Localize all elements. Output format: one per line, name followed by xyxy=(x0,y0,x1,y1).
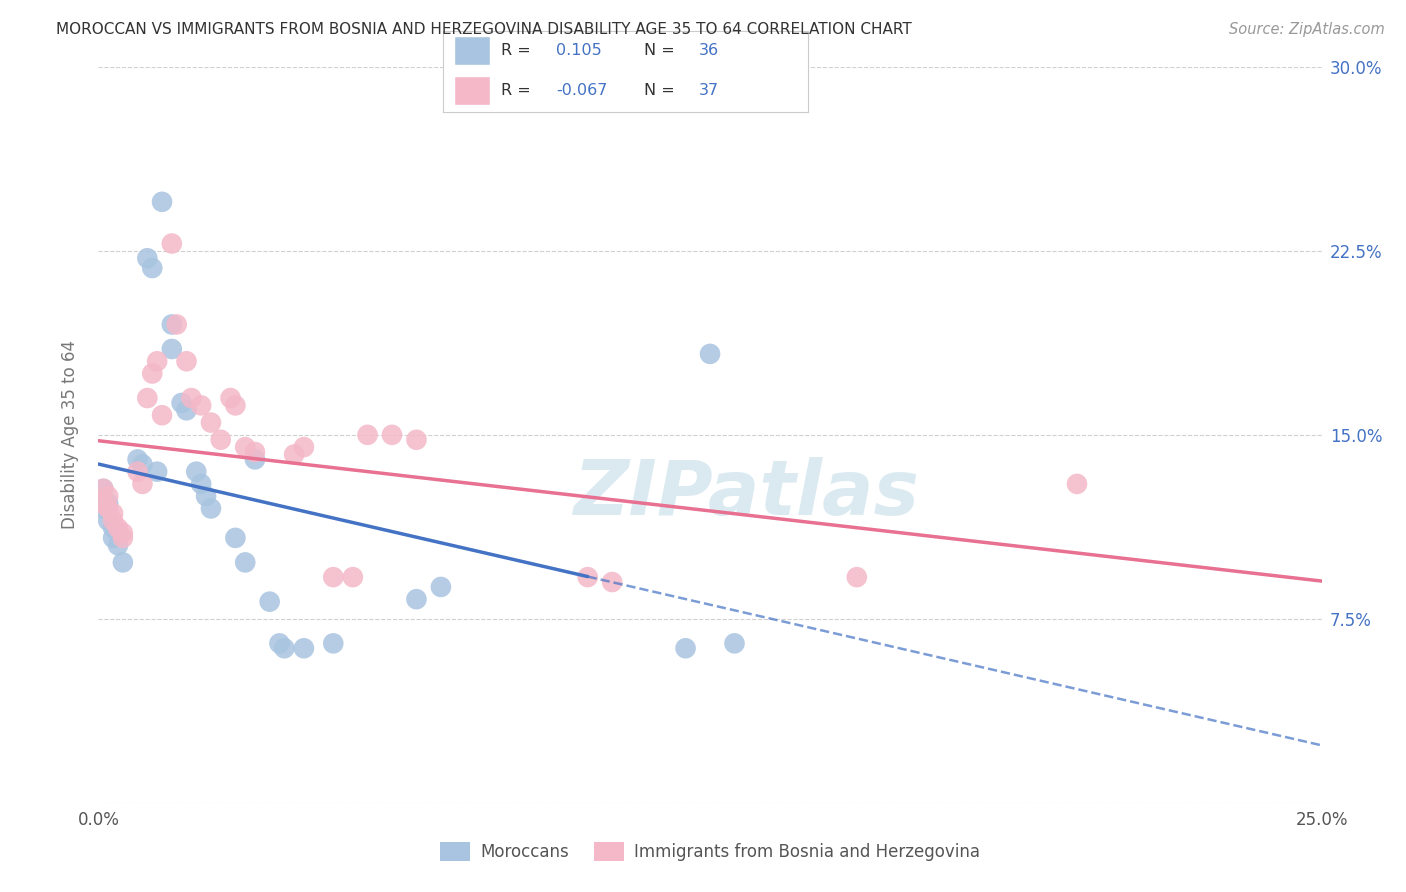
Text: R =: R = xyxy=(502,43,531,58)
Point xyxy=(91,496,114,510)
Point xyxy=(283,448,305,462)
Point xyxy=(723,636,745,650)
Point xyxy=(127,452,149,467)
Point xyxy=(600,574,623,589)
Point xyxy=(91,482,114,496)
Point xyxy=(101,521,124,535)
Point xyxy=(176,403,198,417)
Point xyxy=(224,398,246,412)
Point xyxy=(91,501,114,516)
Point xyxy=(166,318,188,332)
Point xyxy=(699,347,721,361)
Point xyxy=(146,465,169,479)
Point xyxy=(322,636,344,650)
Point xyxy=(292,641,315,656)
Point xyxy=(131,457,153,471)
Point xyxy=(160,236,183,251)
Text: N =: N = xyxy=(644,43,675,58)
Point xyxy=(160,318,183,332)
Point xyxy=(292,440,315,454)
Point xyxy=(405,592,427,607)
Point xyxy=(845,570,868,584)
Point xyxy=(200,501,222,516)
Text: 36: 36 xyxy=(699,43,718,58)
Point xyxy=(111,525,134,540)
Legend: Moroccans, Immigrants from Bosnia and Herzegovina: Moroccans, Immigrants from Bosnia and He… xyxy=(433,836,987,868)
Point xyxy=(150,408,173,422)
Text: ZIPatlas: ZIPatlas xyxy=(574,457,920,531)
Point xyxy=(131,476,153,491)
Point xyxy=(170,396,193,410)
FancyBboxPatch shape xyxy=(454,76,491,105)
Point xyxy=(576,570,599,584)
Point xyxy=(111,555,134,569)
Text: Source: ZipAtlas.com: Source: ZipAtlas.com xyxy=(1229,22,1385,37)
Point xyxy=(233,555,256,569)
Point xyxy=(273,641,295,656)
Point xyxy=(224,531,246,545)
Text: 37: 37 xyxy=(699,83,718,98)
Point xyxy=(322,570,344,584)
Point xyxy=(243,452,266,467)
Text: 0.105: 0.105 xyxy=(557,43,602,58)
Point xyxy=(219,391,242,405)
Point xyxy=(269,636,291,650)
Point xyxy=(342,570,364,584)
Text: R =: R = xyxy=(502,83,531,98)
Point xyxy=(430,580,453,594)
Point xyxy=(101,514,124,528)
Point xyxy=(101,531,124,545)
Text: MOROCCAN VS IMMIGRANTS FROM BOSNIA AND HERZEGOVINA DISABILITY AGE 35 TO 64 CORRE: MOROCCAN VS IMMIGRANTS FROM BOSNIA AND H… xyxy=(56,22,912,37)
Point xyxy=(97,496,120,510)
Point xyxy=(259,594,281,608)
Point xyxy=(200,416,222,430)
Point xyxy=(176,354,198,368)
Point xyxy=(381,427,404,442)
Point xyxy=(141,367,163,381)
Point xyxy=(195,489,218,503)
Point xyxy=(107,525,129,540)
Point xyxy=(190,476,212,491)
Point xyxy=(209,433,232,447)
FancyBboxPatch shape xyxy=(454,36,491,65)
Point xyxy=(107,538,129,552)
Point xyxy=(675,641,697,656)
Text: N =: N = xyxy=(644,83,675,98)
Point xyxy=(243,445,266,459)
Point xyxy=(1066,476,1088,491)
Point xyxy=(111,531,134,545)
Point xyxy=(356,427,378,442)
Point xyxy=(107,521,129,535)
Point xyxy=(141,260,163,275)
Point xyxy=(150,194,173,209)
Point xyxy=(405,433,427,447)
Point xyxy=(233,440,256,454)
Point xyxy=(127,465,149,479)
Text: -0.067: -0.067 xyxy=(557,83,607,98)
Point xyxy=(180,391,202,405)
Point xyxy=(97,514,120,528)
Point xyxy=(91,482,114,496)
Point xyxy=(190,398,212,412)
Point xyxy=(101,506,124,520)
Point xyxy=(136,252,159,266)
Y-axis label: Disability Age 35 to 64: Disability Age 35 to 64 xyxy=(60,341,79,529)
Point xyxy=(97,489,120,503)
Point xyxy=(186,465,208,479)
Point xyxy=(160,342,183,356)
Point xyxy=(136,391,159,405)
Point xyxy=(97,501,120,516)
Point xyxy=(146,354,169,368)
